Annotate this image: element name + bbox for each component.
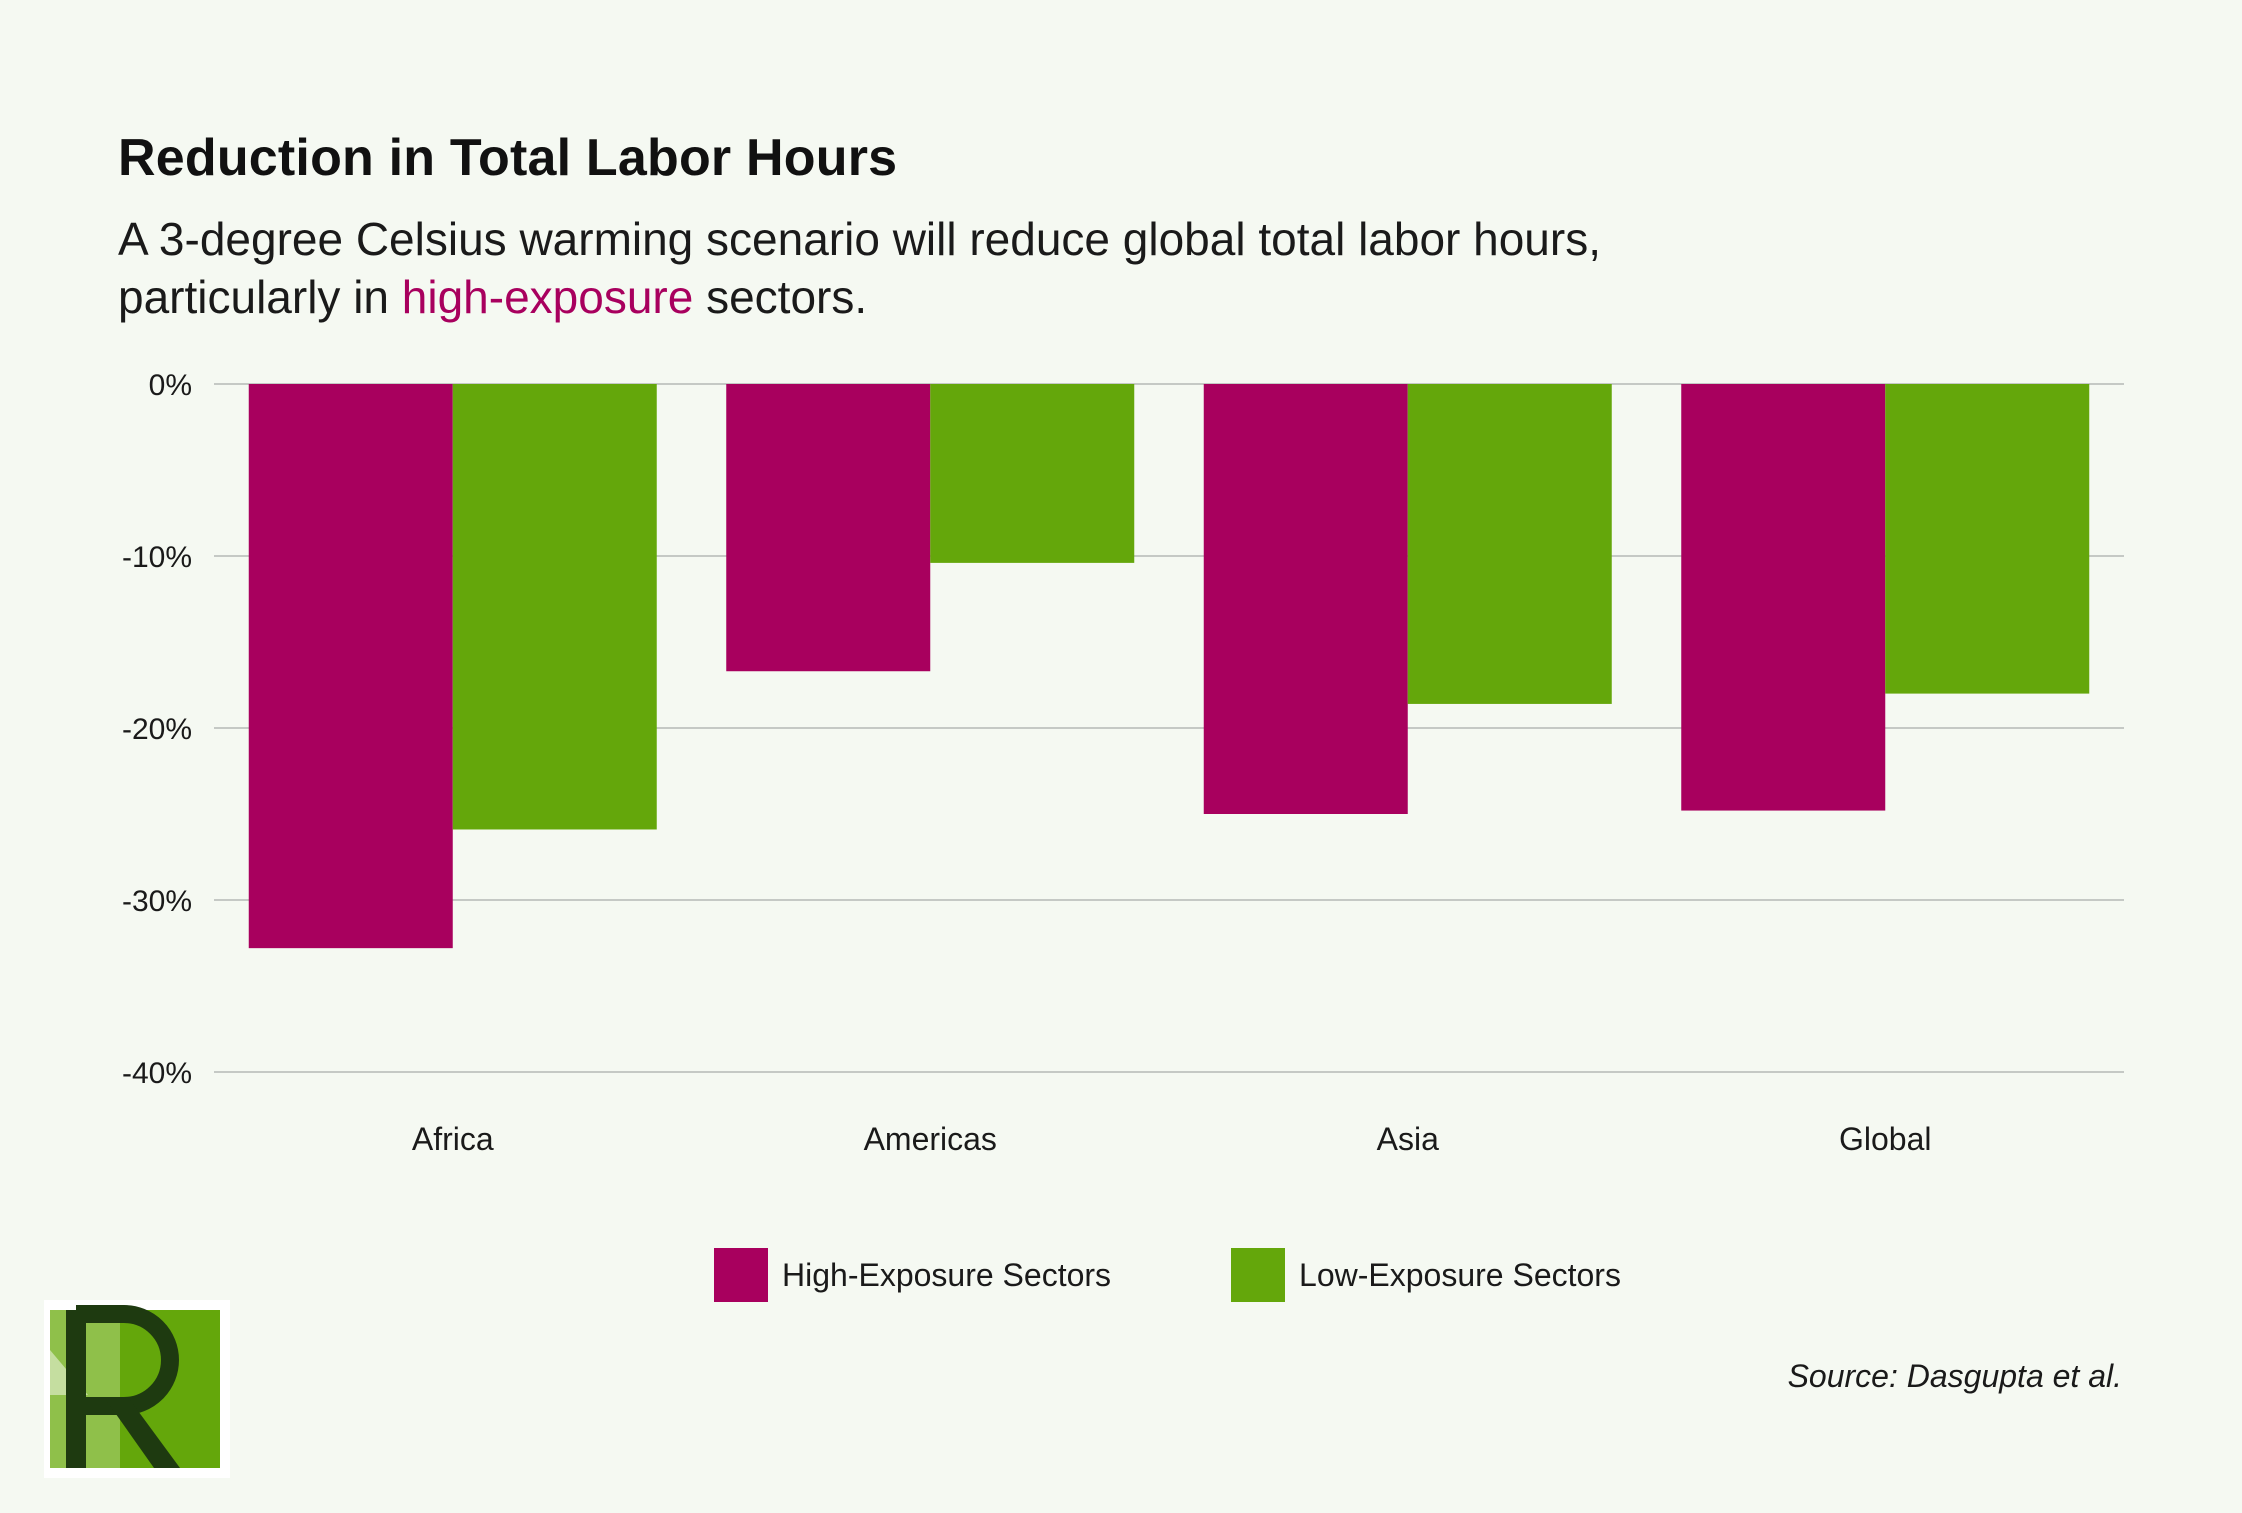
legend-item-high: High-Exposure Sectors (714, 1248, 1111, 1302)
x-tick-label: Africa (412, 1121, 494, 1157)
y-tick-label: -30% (122, 885, 192, 918)
bar-high-africa (248, 384, 453, 949)
legend-swatch-high (714, 1248, 768, 1302)
subtitle-text-post: sectors. (693, 271, 868, 323)
legend-swatch-low (1231, 1248, 1286, 1302)
x-tick-label: Americas (864, 1121, 997, 1157)
x-tick-label: Asia (1377, 1121, 1439, 1157)
y-tick-label: -10% (122, 541, 192, 574)
bar-chart: 0% -10% -20% -30% -40% Africa Americas Asia Glob… (122, 369, 2124, 1157)
bar-low-americas (930, 384, 1135, 563)
bar-low-global (1885, 384, 2090, 694)
x-tick-label: Global (1839, 1121, 1932, 1157)
bar-high-americas (726, 384, 931, 672)
chart-subtitle: A 3-degree Celsius warming scenario will… (118, 210, 1638, 326)
y-tick-label: 0% (149, 369, 192, 402)
y-tick-label: -40% (122, 1057, 192, 1090)
subtitle-highlight: high-exposure (401, 271, 694, 323)
source-note: Source: Dasgupta et al. (1787, 1358, 2122, 1394)
legend-item-low: Low-Exposure Sectors (1231, 1248, 1621, 1302)
y-tick-label: -20% (122, 713, 192, 746)
legend-label-low: Low-Exposure Sectors (1299, 1256, 1621, 1293)
bar-high-global (1681, 384, 1886, 811)
bar-low-asia (1407, 384, 1612, 704)
subtitle-text-pre: A 3-degree Celsius warming scenario will… (118, 213, 1601, 323)
r-logo-icon (44, 1300, 230, 1478)
chart-title: Reduction in Total Labor Hours (118, 129, 898, 187)
chart-legend: High-Exposure Sectors Low-Exposure Secto… (714, 1248, 1741, 1302)
bar-low-africa (452, 384, 657, 830)
legend-label-high: High-Exposure Sectors (782, 1256, 1112, 1293)
bar-high-asia (1203, 384, 1408, 814)
